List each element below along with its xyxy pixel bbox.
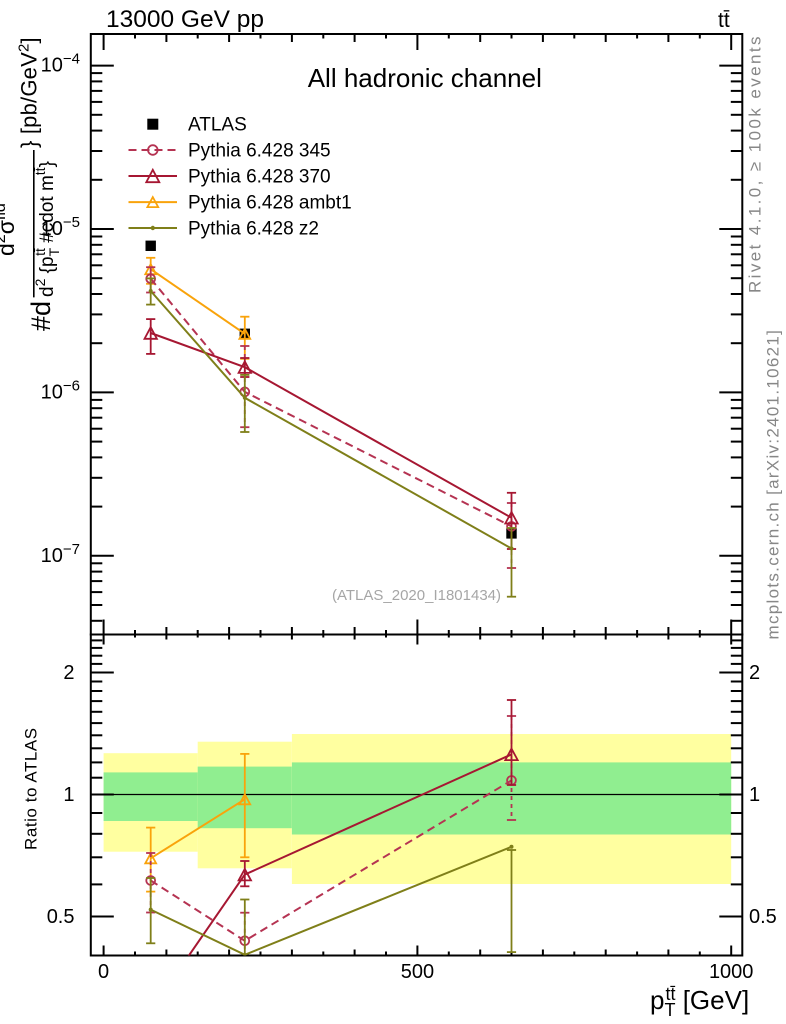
svg-text:10−6: 10−6 bbox=[41, 377, 80, 403]
svg-text:Rivet 4.1.0, ≥ 100k events: Rivet 4.1.0, ≥ 100k events bbox=[746, 34, 765, 293]
svg-text:10−5: 10−5 bbox=[41, 214, 80, 240]
svg-text:500: 500 bbox=[401, 961, 434, 983]
svg-text:13000 GeV pp: 13000 GeV pp bbox=[106, 6, 264, 33]
svg-text:0.5: 0.5 bbox=[47, 906, 75, 928]
svg-text:0.5: 0.5 bbox=[749, 906, 777, 928]
svg-text:tt̄: tt̄ bbox=[718, 9, 730, 32]
svg-text:1: 1 bbox=[63, 784, 74, 806]
svg-text:Pythia 6.428 ambt1: Pythia 6.428 ambt1 bbox=[188, 193, 352, 214]
svg-text:1000: 1000 bbox=[709, 961, 754, 983]
svg-text:Ratio to ATLAS: Ratio to ATLAS bbox=[22, 727, 41, 850]
svg-text:2: 2 bbox=[749, 662, 760, 684]
svg-text:pTtt̄ [GeV]: pTtt̄ [GeV] bbox=[650, 984, 749, 1020]
svg-text:d2 {pTtt̄ #cdot mtt̄}: d2 {pTtt̄ #cdot mtt̄} bbox=[32, 161, 62, 297]
svg-text:ATLAS: ATLAS bbox=[188, 115, 247, 136]
svg-text:(ATLAS_2020_I1801434): (ATLAS_2020_I1801434) bbox=[332, 587, 501, 604]
svg-text:Pythia 6.428 370: Pythia 6.428 370 bbox=[188, 167, 331, 188]
svg-text:mcplots.cern.ch [arXiv:2401.10: mcplots.cern.ch [arXiv:2401.10621] bbox=[764, 329, 783, 640]
svg-text:#d: #d bbox=[26, 301, 56, 331]
svg-text:2: 2 bbox=[63, 662, 74, 684]
svg-text:1: 1 bbox=[749, 784, 760, 806]
svg-text:0: 0 bbox=[98, 961, 109, 983]
svg-text:} [pb/GeV2]: } [pb/GeV2] bbox=[16, 37, 42, 148]
svg-text:All hadronic channel: All hadronic channel bbox=[308, 63, 542, 93]
svg-text:Pythia 6.428 345: Pythia 6.428 345 bbox=[188, 141, 331, 162]
svg-text:Pythia 6.428 z2: Pythia 6.428 z2 bbox=[188, 219, 319, 240]
